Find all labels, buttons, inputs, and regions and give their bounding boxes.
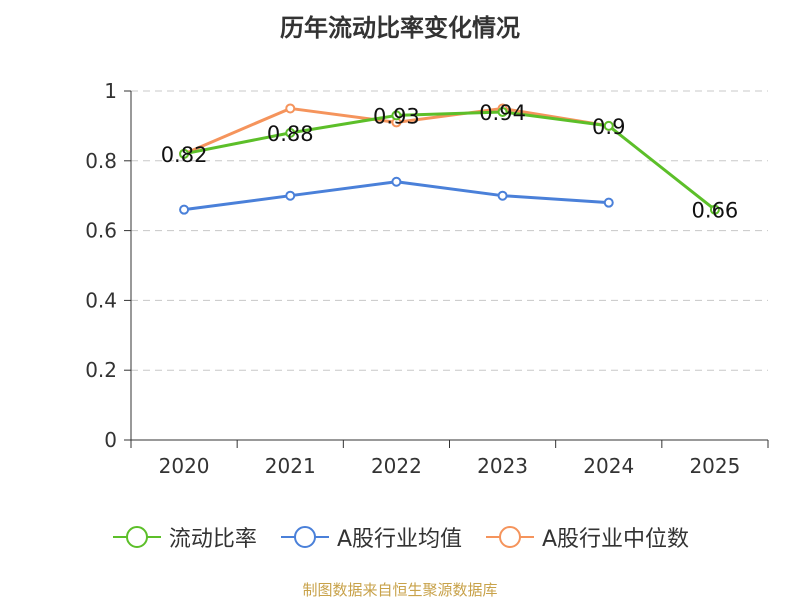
- data-point: [709, 204, 720, 215]
- data-label: 0.82: [161, 143, 208, 167]
- y-tick-label: 0.6: [85, 219, 117, 243]
- data-point: [603, 120, 614, 131]
- legend-label: A股行业均值: [336, 527, 462, 552]
- x-tick-label: 2025: [689, 454, 740, 478]
- data-point: [179, 204, 190, 215]
- data-point: [285, 127, 296, 138]
- legend-item-current-ratio[interactable]: 流动比率: [111, 521, 257, 553]
- y-tick-label: 0.8: [85, 149, 117, 173]
- y-tick-label: 0.4: [85, 288, 117, 312]
- data-point: [391, 176, 402, 187]
- y-tick-label: 1: [104, 79, 117, 103]
- data-point: [603, 197, 614, 208]
- data-label: 0.88: [267, 122, 314, 146]
- x-tick-label: 2021: [265, 454, 316, 478]
- data-source-note: 制图数据来自恒生聚源数据库: [302, 581, 498, 599]
- chart-title: 历年流动比率变化情况: [280, 14, 520, 42]
- x-tick-label: 2024: [583, 454, 634, 478]
- data-label: 0.9: [592, 115, 625, 139]
- y-tick-label: 0: [104, 428, 117, 452]
- data-label: 0.94: [479, 101, 526, 125]
- data-point: [179, 148, 190, 159]
- x-tick-label: 2023: [477, 454, 528, 478]
- data-point: [497, 106, 508, 117]
- x-tick-label: 2022: [371, 454, 422, 478]
- data-label: 0.66: [692, 199, 739, 223]
- data-point: [285, 103, 296, 114]
- legend-item-industry-median[interactable]: A股行业中位数: [484, 521, 689, 553]
- data-point: [285, 190, 296, 201]
- y-tick-label: 0.2: [85, 358, 117, 382]
- legend-label: A股行业中位数: [542, 527, 690, 552]
- data-point: [497, 190, 508, 201]
- series-line: [183, 110, 716, 211]
- legend-marker-orange: [486, 526, 534, 548]
- x-tick-label: 2020: [159, 454, 210, 478]
- legend: 流动比率 A股行业均值 A股行业中位数: [0, 520, 800, 554]
- data-label: 0.93: [373, 104, 420, 128]
- legend-label: 流动比率: [168, 527, 257, 552]
- data-point: [391, 110, 402, 121]
- legend-marker-blue: [280, 526, 329, 548]
- legend-item-industry-mean[interactable]: A股行业均值: [279, 521, 462, 553]
- legend-marker-green: [112, 526, 161, 548]
